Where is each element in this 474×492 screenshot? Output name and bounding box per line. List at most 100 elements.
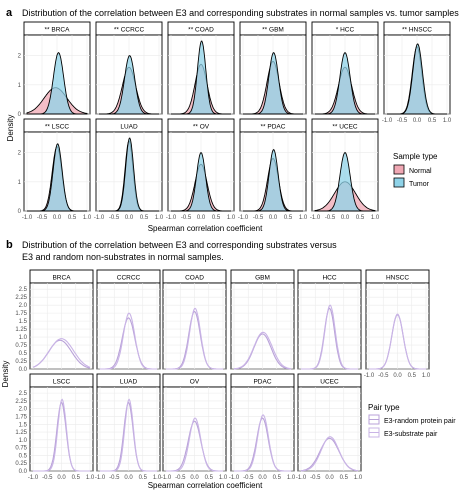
a-facet-hnscc: ** HNSCC -1.0 -0.5 0.0 0.5 1.0 (382, 21, 452, 124)
density-e3-substrate-pair (301, 436, 359, 472)
a-facet-ucec: ** UCEC -1.0 -0.5 0.0 0.5 1.0 (310, 118, 380, 221)
y-tick-label: 2.25 (15, 295, 27, 301)
y-tick-label: 1.75 (15, 414, 27, 420)
legend-b-title: Pair type (368, 403, 400, 412)
panel-b-facets: BRCA0.00.250.50.751.01.251.51.752.02.252… (15, 269, 431, 481)
x-tick-label: 0.5 (205, 475, 214, 481)
x-tick-label: 0.0 (325, 475, 334, 481)
y-tick-label: 1.25 (15, 430, 27, 436)
b-facet-pdac: PDAC -1.0 -0.5 0.0 0.5 1.0 (229, 373, 296, 481)
b-facet-lscc: LSCC0.00.250.50.751.01.251.51.752.02.252… (15, 373, 95, 481)
y-tick-label: 2 (18, 151, 22, 157)
density-tumor (27, 51, 87, 115)
facet-strip-label: ** BRCA (45, 27, 71, 34)
x-tick-label: -1.0 (364, 373, 375, 379)
facet-strip-label: ** CCRCC (114, 27, 145, 34)
x-tick-label: -1.0 (161, 475, 172, 481)
panel-a-legend: Sample type Normal Tumor (393, 152, 438, 188)
a-facet-ccrcc: ** CCRCC (95, 21, 163, 115)
a-facet-pdac: ** PDAC -1.0 -0.5 0.0 0.5 1.0 (238, 118, 308, 221)
a-facet-gbm: ** GBM (239, 21, 307, 115)
legend-a-tumor-swatch (393, 177, 405, 188)
a-facet-hcc: * HCC (311, 21, 379, 115)
facet-strip-label: ** OV (193, 124, 210, 131)
panel-b-ylabel: Density (1, 361, 10, 388)
density-tumor (99, 137, 159, 212)
facet-strip-label: PDAC (253, 379, 271, 386)
legend-a-tumor-label: Tumor (409, 181, 430, 188)
x-tick-label: 0.0 (269, 215, 278, 221)
facet-strip-label: BRCA (52, 275, 71, 282)
x-tick-label: 1.0 (83, 215, 92, 221)
y-tick-label: 1.5 (19, 319, 28, 325)
x-tick-label: -1.0 (229, 475, 240, 481)
facet-strip-label: LUAD (120, 124, 138, 131)
legend-a-normal-label: Normal (409, 168, 432, 175)
density-tumor (99, 55, 159, 115)
x-tick-label: 1.0 (371, 215, 380, 221)
panel-b-letter: b (6, 239, 13, 251)
density-tumor (243, 148, 303, 212)
facet-strip-label: ** COAD (188, 27, 214, 34)
facet-strip-label: LSCC (53, 379, 71, 386)
y-tick-label: 0 (18, 209, 22, 215)
facet-strip-label: ** UCEC (332, 124, 358, 131)
facet-strip-label: HNSCC (386, 275, 409, 282)
y-tick-label: 0 (18, 112, 22, 118)
x-tick-label: 0.0 (57, 475, 66, 481)
y-tick-label: 0.25 (15, 461, 27, 467)
x-tick-label: -0.5 (253, 215, 264, 221)
x-tick-label: 1.0 (287, 475, 296, 481)
density-tumor (171, 151, 231, 212)
x-tick-label: 0.0 (125, 215, 134, 221)
facet-strip-label: GBM (255, 275, 270, 282)
x-tick-label: 0.0 (190, 475, 199, 481)
density-e3-substrate-pair (33, 398, 90, 472)
panel-b-title-line2: E3 and random non-substrates in normal s… (22, 252, 224, 262)
density-tumor (387, 43, 447, 115)
density-e3-substrate-pair (166, 417, 223, 472)
x-tick-label: 0.5 (340, 475, 349, 481)
density-e3-substrate-pair (32, 338, 91, 368)
x-tick-label: -0.5 (397, 118, 408, 124)
facet-strip-label: CCRCC (117, 275, 141, 282)
b-facet-gbm: GBM (230, 269, 295, 370)
x-tick-label: 1.0 (299, 215, 308, 221)
facet-strip-label: ** HNSCC (402, 27, 432, 34)
y-tick-label: 2.0 (19, 303, 28, 309)
x-tick-label: 0.5 (284, 215, 293, 221)
density-e3-substrate-pair (100, 312, 157, 370)
x-tick-label: -0.5 (109, 215, 120, 221)
x-tick-label: 1.0 (422, 373, 431, 379)
y-tick-label: 2.0 (19, 407, 28, 413)
y-tick-label: 0.75 (15, 343, 27, 349)
x-tick-label: 1.0 (443, 118, 452, 124)
x-tick-label: -0.5 (109, 475, 120, 481)
facet-strip-label: COAD (185, 275, 204, 282)
y-tick-label: 0.5 (19, 453, 28, 459)
density-tumor (315, 51, 375, 115)
x-tick-label: -1.0 (382, 118, 393, 124)
x-tick-label: 0.5 (72, 475, 81, 481)
y-tick-label: 0.0 (19, 469, 28, 475)
panel-a-xlabel: Spearman correlation coefficient (148, 224, 263, 233)
x-tick-label: 0.5 (140, 215, 149, 221)
y-tick-label: 2.25 (15, 399, 27, 405)
facet-strip-label: ** LSCC (45, 124, 70, 131)
b-facet-ucec: UCEC -1.0 -0.5 0.0 0.5 1.0 (296, 373, 363, 481)
y-tick-label: 1.0 (19, 335, 28, 341)
legend-a-normal-swatch (393, 164, 405, 175)
density-tumor (243, 51, 303, 115)
b-facet-coad: COAD (162, 269, 227, 370)
y-tick-label: 0.25 (15, 359, 27, 365)
y-tick-label: 0.5 (19, 351, 28, 357)
x-tick-label: -1.0 (310, 215, 321, 221)
y-tick-label: 0.0 (19, 367, 28, 373)
x-tick-label: -0.5 (310, 475, 321, 481)
a-facet-lscc: ** LSCC 0 1 2 -1.0 -0.5 0.0 0.5 1.0 (18, 118, 92, 221)
panel-a-letter: a (6, 7, 13, 19)
density-e3-substrate-pair (301, 304, 358, 370)
legend-b-substrate-label: E3-substrate pair (384, 431, 438, 438)
density-e3-substrate-pair (100, 398, 157, 472)
x-tick-label: 0.0 (341, 215, 350, 221)
